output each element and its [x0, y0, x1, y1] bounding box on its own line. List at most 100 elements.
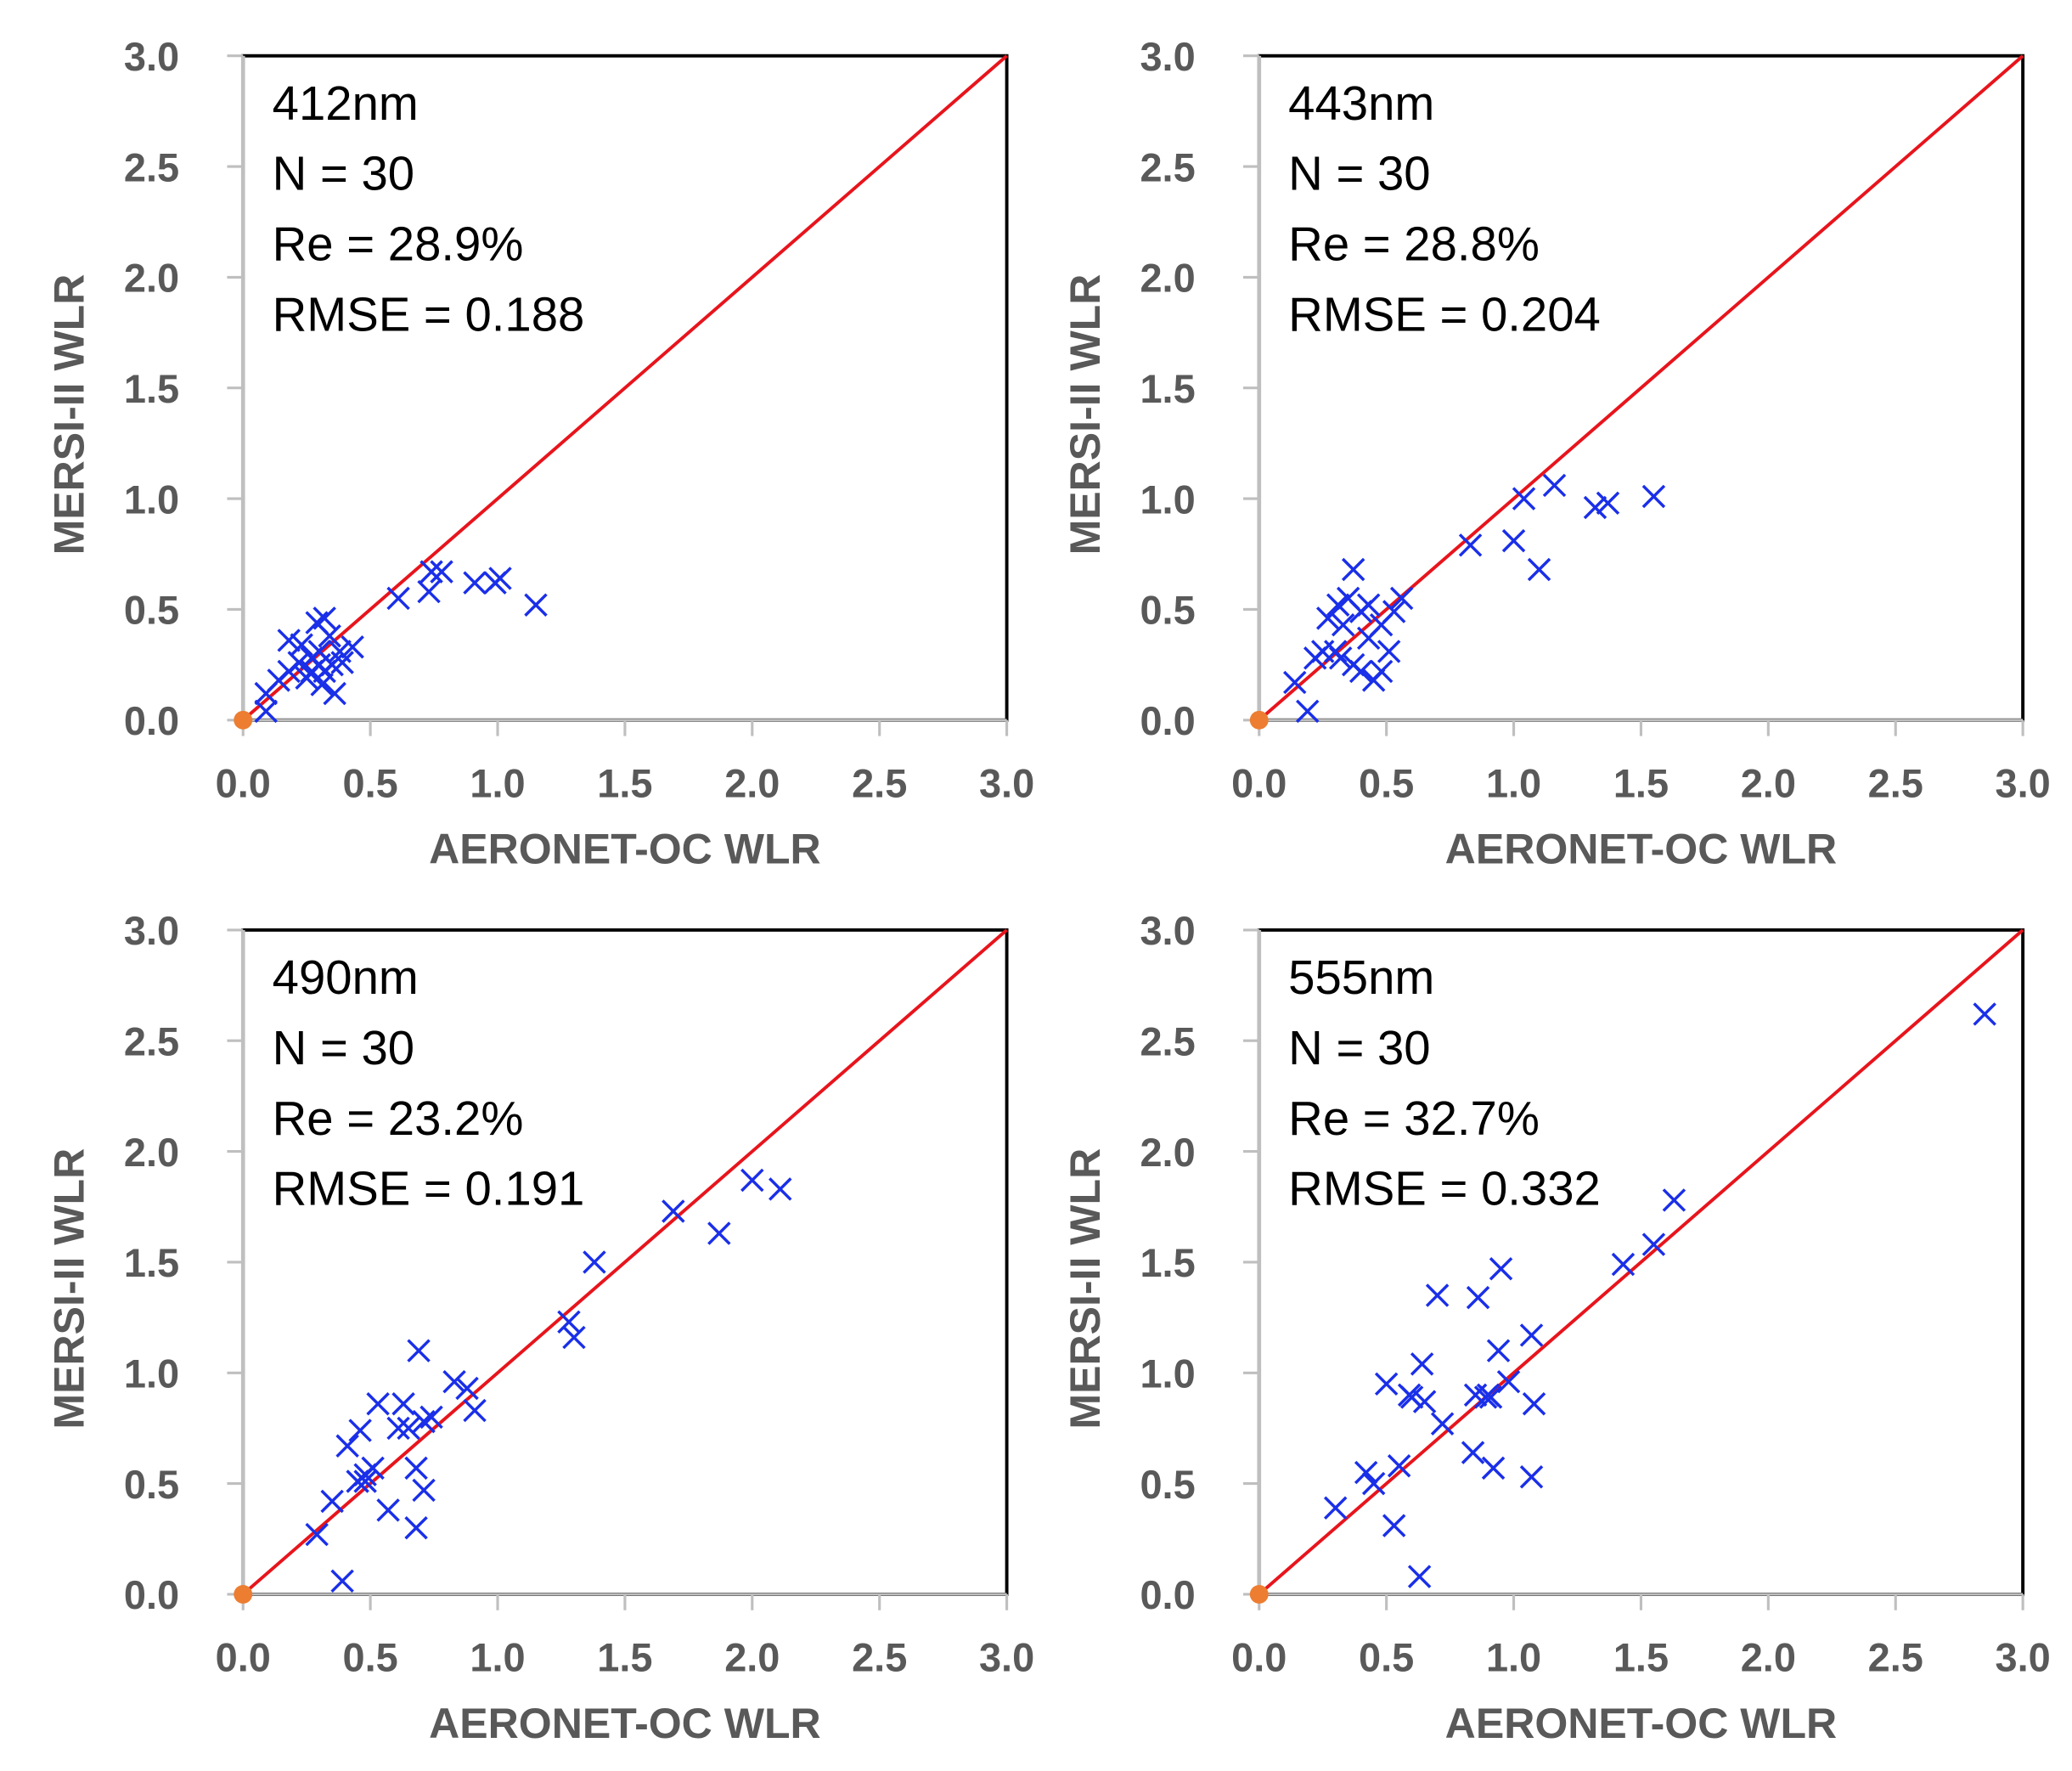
data-point [1641, 1232, 1666, 1256]
data-point [412, 1478, 436, 1503]
stat-label: Re = 28.8% [1288, 217, 1540, 271]
data-point [407, 1339, 431, 1362]
origin-marker [234, 710, 253, 730]
x-tick-label: 0.0 [216, 1636, 271, 1680]
x-tick-label: 1.0 [1486, 1636, 1541, 1680]
stat-label: N = 30 [1288, 1021, 1430, 1074]
x-tick-label: 2.0 [1741, 761, 1796, 805]
chart-panel-443nm: 0.0 0.0 0.5 0.5 1.0 1.0 1.5 1.5 2.0 2.0 2.5 2.5 3.0 3… [1061, 35, 2051, 873]
data-point [1611, 1252, 1636, 1277]
x-tick-label: 3.0 [1996, 761, 2051, 805]
data-point [287, 651, 311, 674]
x-tick-label: 2.0 [724, 761, 780, 805]
data-point [404, 1456, 428, 1481]
data-point [307, 652, 331, 677]
stat-label: Re = 32.7% [1288, 1091, 1540, 1145]
band-label: 412nm [273, 76, 419, 130]
y-tick-label: 2.0 [124, 257, 179, 301]
data-point [397, 1416, 420, 1441]
data-point [488, 567, 512, 590]
data-point [662, 1199, 685, 1223]
data-point [1341, 557, 1365, 582]
data-point [386, 586, 410, 611]
y-tick-label: 0.5 [1140, 1463, 1195, 1507]
y-tick-label: 0.0 [1140, 699, 1195, 743]
data-point [1382, 600, 1406, 623]
one-to-one-line [1258, 54, 2024, 722]
x-tick-label: 1.0 [470, 1636, 525, 1680]
data-point [430, 560, 453, 584]
x-axis-label: AERONET-OC WLR [429, 1700, 821, 1747]
x-tick-label: 0.0 [1231, 761, 1287, 805]
data-point [1489, 1257, 1513, 1281]
y-tick-label: 2.5 [124, 1019, 179, 1063]
data-point [1356, 626, 1381, 651]
stat-label: Re = 28.9% [273, 217, 524, 271]
data-point [1522, 1392, 1546, 1416]
x-tick-label: 1.5 [1613, 1636, 1669, 1680]
data-point [1596, 491, 1620, 516]
band-label: 490nm [273, 950, 419, 1004]
x-tick-label: 3.0 [1996, 1636, 2051, 1680]
data-point [707, 1221, 731, 1245]
one-to-one-line [1258, 928, 2024, 1596]
y-tick-label: 2.0 [1140, 257, 1195, 301]
data-point [1354, 1460, 1378, 1485]
data-point [455, 1376, 479, 1401]
stat-label: RMSE = 0.188 [273, 287, 585, 341]
y-tick-label: 1.0 [1140, 477, 1195, 522]
x-tick-label: 0.0 [1231, 1636, 1287, 1680]
data-point [583, 1250, 606, 1274]
y-tick-label: 3.0 [124, 35, 179, 79]
stat-label: RMSE = 0.191 [273, 1162, 585, 1215]
y-axis-label: MERSI-II WLR [1061, 274, 1109, 556]
data-point [1410, 1352, 1434, 1376]
data-point [1519, 1323, 1544, 1347]
x-tick-label: 2.0 [1741, 1636, 1796, 1680]
data-point [1583, 495, 1607, 520]
data-point [1519, 1465, 1544, 1489]
y-tick-label: 1.5 [124, 1241, 179, 1285]
x-axis-label: AERONET-OC WLR [1445, 826, 1838, 873]
data-point [1430, 1412, 1455, 1435]
stat-label: RMSE = 0.332 [1288, 1162, 1601, 1215]
data-point [353, 1469, 377, 1493]
origin-marker [1249, 710, 1269, 730]
data-point [391, 1392, 415, 1416]
stat-label: N = 30 [1288, 147, 1430, 200]
origin-marker [1249, 1585, 1269, 1604]
x-tick-label: 1.0 [1486, 761, 1541, 805]
data-point [366, 1392, 390, 1416]
data-point [1476, 1383, 1501, 1407]
x-tick-label: 3.0 [979, 1636, 1034, 1680]
y-tick-label: 1.0 [1140, 1351, 1195, 1396]
data-point [1315, 606, 1340, 630]
data-point [386, 1416, 410, 1441]
origin-marker [234, 1585, 253, 1604]
data-point [277, 629, 301, 652]
x-axis-label: AERONET-OC WLR [1445, 1700, 1838, 1747]
stat-label: N = 30 [273, 147, 414, 200]
data-point [1407, 1565, 1432, 1588]
x-tick-label: 2.0 [724, 1636, 780, 1680]
data-point [1377, 640, 1401, 663]
one-to-one-line [241, 54, 1008, 722]
data-point [376, 1498, 400, 1522]
x-axis-label: AERONET-OC WLR [429, 826, 821, 873]
data-point [312, 606, 336, 630]
data-point [1542, 473, 1567, 498]
data-point [1397, 1383, 1422, 1407]
y-axis-label: MERSI-II WLR [46, 1148, 93, 1430]
x-tick-label: 1.5 [597, 761, 652, 805]
data-point [1382, 1514, 1406, 1537]
band-label: 555nm [1288, 950, 1434, 1004]
data-point [341, 635, 364, 659]
data-point [318, 623, 341, 648]
data-point [1496, 1369, 1521, 1394]
data-point [254, 699, 278, 724]
data-point [562, 1325, 586, 1350]
data-point [417, 579, 441, 604]
x-tick-label: 0.5 [343, 1636, 398, 1680]
y-tick-label: 3.0 [124, 909, 179, 953]
